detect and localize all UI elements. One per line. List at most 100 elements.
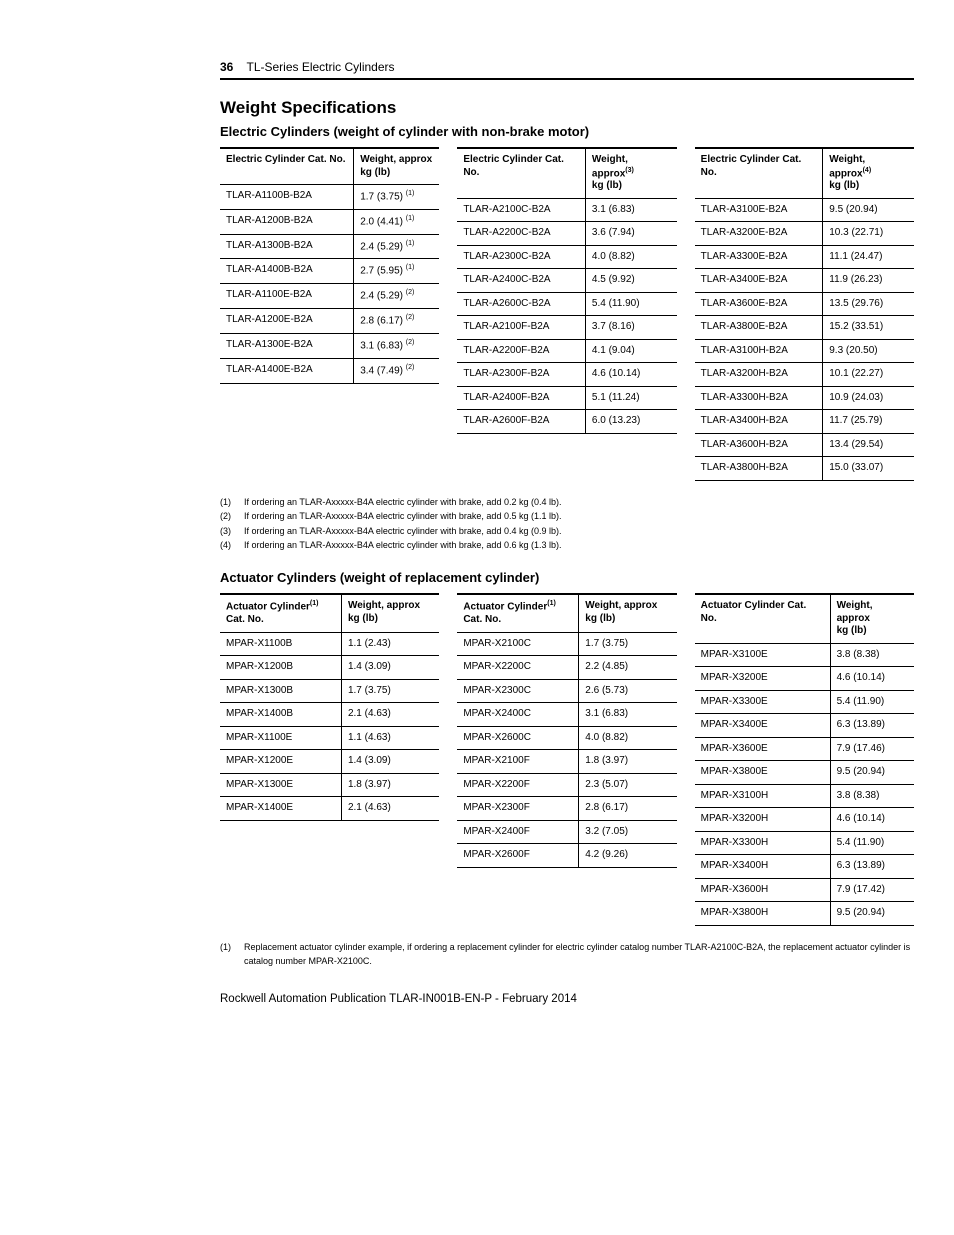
table-row: MPAR-X1400B2.1 (4.63)	[220, 703, 439, 727]
cell-cat: MPAR-X3300E	[695, 690, 830, 714]
doc-title: TL-Series Electric Cylinders	[246, 60, 394, 74]
cell-cat: TLAR-A3100E-B2A	[695, 198, 823, 222]
table-row: TLAR-A3800E-B2A15.2 (33.51)	[695, 316, 914, 340]
cell-weight: 1.7 (3.75) (1)	[354, 185, 440, 210]
cell-weight: 2.0 (4.41) (1)	[354, 209, 440, 234]
table-row: TLAR-A2100F-B2A3.7 (8.16)	[457, 316, 676, 340]
th-cat: Actuator Cylinder(1)Cat. No.	[220, 594, 341, 632]
table-row: TLAR-A1100B-B2A1.7 (3.75) (1)	[220, 185, 439, 210]
page-header: 36 TL-Series Electric Cylinders	[220, 60, 914, 80]
section-title: Weight Specifications	[220, 98, 914, 118]
cell-weight: 7.9 (17.46)	[830, 737, 914, 761]
cell-cat: MPAR-X3600E	[695, 737, 830, 761]
table-row: MPAR-X3600H7.9 (17.42)	[695, 878, 914, 902]
table1-subtitle: Electric Cylinders (weight of cylinder w…	[220, 124, 914, 139]
cell-cat: TLAR-A2200F-B2A	[457, 339, 585, 363]
cell-cat: MPAR-X1100E	[220, 726, 341, 750]
cell-cat: MPAR-X3100E	[695, 643, 830, 667]
footnote: (1)Replacement actuator cylinder example…	[220, 940, 914, 969]
table-row: TLAR-A2200C-B2A3.6 (7.94)	[457, 222, 676, 246]
table-row: TLAR-A2100C-B2A3.1 (6.83)	[457, 198, 676, 222]
table-row: MPAR-X3800E9.5 (20.94)	[695, 761, 914, 785]
cell-weight: 11.7 (25.79)	[823, 410, 914, 434]
cell-cat: TLAR-A1100E-B2A	[220, 284, 354, 309]
cell-weight: 2.2 (4.85)	[579, 656, 677, 680]
th-cat: Electric Cylinder Cat. No.	[695, 148, 823, 198]
cell-cat: MPAR-X1400E	[220, 797, 341, 821]
cell-weight: 1.4 (3.09)	[341, 750, 439, 774]
cell-weight: 4.6 (10.14)	[585, 363, 676, 387]
cell-weight: 5.4 (11.90)	[585, 292, 676, 316]
cell-weight: 1.7 (3.75)	[579, 632, 677, 656]
cell-weight: 4.2 (9.26)	[579, 844, 677, 868]
table-row: MPAR-X1300B1.7 (3.75)	[220, 679, 439, 703]
cell-cat: MPAR-X2200C	[457, 656, 578, 680]
cell-weight: 11.9 (26.23)	[823, 269, 914, 293]
cell-weight: 1.8 (3.97)	[341, 773, 439, 797]
footnote: (1)If ordering an TLAR-Axxxxx-B4A electr…	[220, 495, 914, 509]
footnote: (3)If ordering an TLAR-Axxxxx-B4A electr…	[220, 524, 914, 538]
table1-col1: Electric Cylinder Cat. No. Weight, appro…	[220, 147, 439, 384]
cell-weight: 9.5 (20.94)	[830, 902, 914, 926]
cell-cat: TLAR-A1200B-B2A	[220, 209, 354, 234]
cell-cat: TLAR-A3800E-B2A	[695, 316, 823, 340]
cell-cat: TLAR-A3300E-B2A	[695, 245, 823, 269]
cell-cat: TLAR-A3300H-B2A	[695, 386, 823, 410]
cell-cat: MPAR-X2400F	[457, 820, 578, 844]
table-row: MPAR-X1400E2.1 (4.63)	[220, 797, 439, 821]
cell-cat: MPAR-X3800H	[695, 902, 830, 926]
tbody: TLAR-A3100E-B2A9.5 (20.94)TLAR-A3200E-B2…	[695, 198, 914, 480]
table-row: TLAR-A1100E-B2A2.4 (5.29) (2)	[220, 284, 439, 309]
cell-cat: TLAR-A2100F-B2A	[457, 316, 585, 340]
cell-cat: MPAR-X2600F	[457, 844, 578, 868]
cell-cat: MPAR-X1200E	[220, 750, 341, 774]
cell-cat: TLAR-A1200E-B2A	[220, 309, 354, 334]
table-row: MPAR-X2400F3.2 (7.05)	[457, 820, 676, 844]
table-row: TLAR-A1200E-B2A2.8 (6.17) (2)	[220, 309, 439, 334]
cell-cat: MPAR-X3100H	[695, 784, 830, 808]
table-row: MPAR-X3100H3.8 (8.38)	[695, 784, 914, 808]
cell-weight: 5.4 (11.90)	[830, 831, 914, 855]
th-weight: Weight, approx kg (lb)	[830, 594, 914, 643]
cell-cat: TLAR-A1400E-B2A	[220, 358, 354, 383]
table-row: MPAR-X3800H9.5 (20.94)	[695, 902, 914, 926]
table1-col2: Electric Cylinder Cat. No. Weight, appro…	[457, 147, 676, 434]
table-row: TLAR-A3300E-B2A11.1 (24.47)	[695, 245, 914, 269]
cell-weight: 2.8 (6.17) (2)	[354, 309, 440, 334]
cell-cat: TLAR-A1100B-B2A	[220, 185, 354, 210]
tbody: MPAR-X1100B1.1 (2.43)MPAR-X1200B1.4 (3.0…	[220, 632, 439, 820]
table1-footnotes: (1)If ordering an TLAR-Axxxxx-B4A electr…	[220, 495, 914, 553]
table-row: MPAR-X2200C2.2 (4.85)	[457, 656, 676, 680]
cell-weight: 1.1 (4.63)	[341, 726, 439, 750]
cell-weight: 3.2 (7.05)	[579, 820, 677, 844]
table-row: TLAR-A2300F-B2A4.6 (10.14)	[457, 363, 676, 387]
cell-weight: 6.0 (13.23)	[585, 410, 676, 434]
table-row: TLAR-A1300B-B2A2.4 (5.29) (1)	[220, 234, 439, 259]
footnote: (2)If ordering an TLAR-Axxxxx-B4A electr…	[220, 509, 914, 523]
table-row: MPAR-X3400E6.3 (13.89)	[695, 714, 914, 738]
cell-weight: 4.6 (10.14)	[830, 667, 914, 691]
cell-cat: TLAR-A2600F-B2A	[457, 410, 585, 434]
cell-cat: TLAR-A2300F-B2A	[457, 363, 585, 387]
cell-weight: 10.9 (24.03)	[823, 386, 914, 410]
table2-subtitle: Actuator Cylinders (weight of replacemen…	[220, 570, 914, 585]
cell-cat: MPAR-X3200E	[695, 667, 830, 691]
table-row: MPAR-X3600E7.9 (17.46)	[695, 737, 914, 761]
cell-cat: MPAR-X1400B	[220, 703, 341, 727]
table-row: MPAR-X1200E1.4 (3.09)	[220, 750, 439, 774]
cell-cat: MPAR-X2300C	[457, 679, 578, 703]
th-weight: Weight, approx(4)kg (lb)	[823, 148, 914, 198]
cell-weight: 2.6 (5.73)	[579, 679, 677, 703]
table-row: MPAR-X2400C3.1 (6.83)	[457, 703, 676, 727]
cell-weight: 3.7 (8.16)	[585, 316, 676, 340]
cell-weight: 13.4 (29.54)	[823, 433, 914, 457]
cell-cat: TLAR-A1300B-B2A	[220, 234, 354, 259]
cell-weight: 2.7 (5.95) (1)	[354, 259, 440, 284]
cell-cat: TLAR-A3100H-B2A	[695, 339, 823, 363]
table-row: TLAR-A3400H-B2A11.7 (25.79)	[695, 410, 914, 434]
table-row: TLAR-A3400E-B2A11.9 (26.23)	[695, 269, 914, 293]
cell-weight: 1.8 (3.97)	[579, 750, 677, 774]
cell-cat: MPAR-X1200B	[220, 656, 341, 680]
table2-col3: Actuator Cylinder Cat. No. Weight, appro…	[695, 593, 914, 926]
th-weight: Weight, approx kg (lb)	[579, 594, 677, 632]
